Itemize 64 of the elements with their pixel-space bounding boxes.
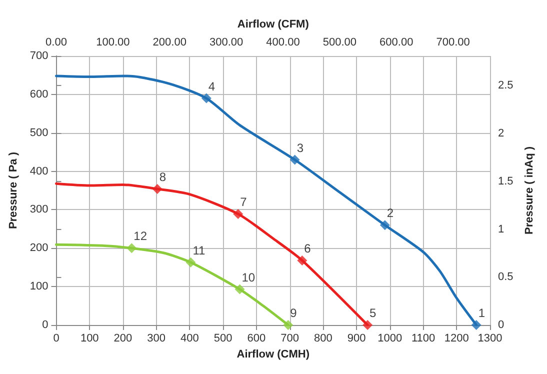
x2-tick-label: 700.00	[436, 36, 470, 48]
x-tick-label: 700	[280, 332, 299, 344]
point	[471, 320, 482, 330]
y-tick-label: 400	[30, 165, 48, 178]
annotation: 10	[242, 270, 256, 284]
x-tick-label: 600	[247, 332, 266, 344]
x2-tick-label: 0.00	[46, 36, 67, 48]
point	[186, 257, 196, 268]
annotation: 5	[370, 306, 377, 320]
y2-tick-label: 2	[498, 128, 504, 140]
x-axis-title: Airflow (CMH)	[236, 348, 310, 360]
y2-tick-label: 0	[498, 319, 504, 331]
x2-tick-label: 600.00	[380, 36, 414, 48]
x-tick-label: 1000	[378, 332, 402, 344]
x-tick-label: 1300	[478, 332, 502, 344]
x2-tick-label: 100.00	[96, 36, 130, 48]
point	[234, 284, 245, 294]
point	[283, 320, 294, 330]
annotation: 12	[134, 229, 148, 244]
annotation: 11	[192, 243, 206, 258]
annotation: 3	[296, 140, 304, 155]
x-tick-label: 0	[53, 332, 60, 344]
x2-axis-title: Airflow (CFM)	[237, 18, 310, 30]
annotation: 7	[240, 194, 248, 209]
y-tick-label: 200	[30, 242, 48, 254]
point	[233, 208, 244, 219]
y-tick-label: 700	[30, 50, 48, 62]
x-tick-label: 200	[114, 332, 132, 344]
annotation: 6	[304, 241, 312, 256]
y-tick-label: 500	[30, 126, 48, 139]
x-tick-label: 1100	[411, 332, 436, 344]
point	[201, 93, 212, 104]
y2-axis-title: Pressure ( inAq )	[524, 146, 536, 235]
y-tick-label: 300	[30, 204, 48, 216]
x-tick-label: 400	[180, 332, 199, 344]
x-tick-label: 900	[347, 332, 366, 344]
y-tick-label: 100	[30, 280, 48, 293]
y2-tick-label: 1	[498, 223, 504, 236]
y-axis-title: Pressure ( Pa )	[8, 152, 20, 230]
x-tick-label: 500	[214, 332, 232, 344]
x-tick-label: 100	[80, 332, 99, 344]
point	[290, 154, 300, 165]
y2-tick-label: 0.5	[498, 271, 514, 284]
point	[380, 220, 390, 230]
annotation: 1	[478, 306, 486, 320]
y-tick-label: 600	[30, 88, 48, 100]
x-tick-label: 1200	[444, 332, 469, 344]
y2-tick-label: 1.5	[498, 175, 514, 188]
x2-tick-label: 300.00	[209, 36, 244, 48]
point	[152, 184, 162, 194]
annotation: 8	[159, 170, 166, 184]
annotation: 4	[208, 79, 216, 94]
x-tick-label: 300	[147, 332, 166, 344]
x2-tick-label: 200.00	[152, 36, 186, 48]
annotation: 9	[290, 306, 298, 320]
x2-tick-label: 400.00	[266, 36, 300, 48]
point	[362, 320, 373, 330]
x-tick-label: 800	[314, 332, 332, 344]
y2-tick-label: 2.5	[498, 80, 514, 92]
annotation: 2	[386, 206, 394, 220]
point	[297, 255, 308, 266]
x2-tick-label: 500.00	[322, 36, 357, 48]
point	[126, 243, 137, 254]
y-tick-label: 0	[42, 319, 48, 331]
